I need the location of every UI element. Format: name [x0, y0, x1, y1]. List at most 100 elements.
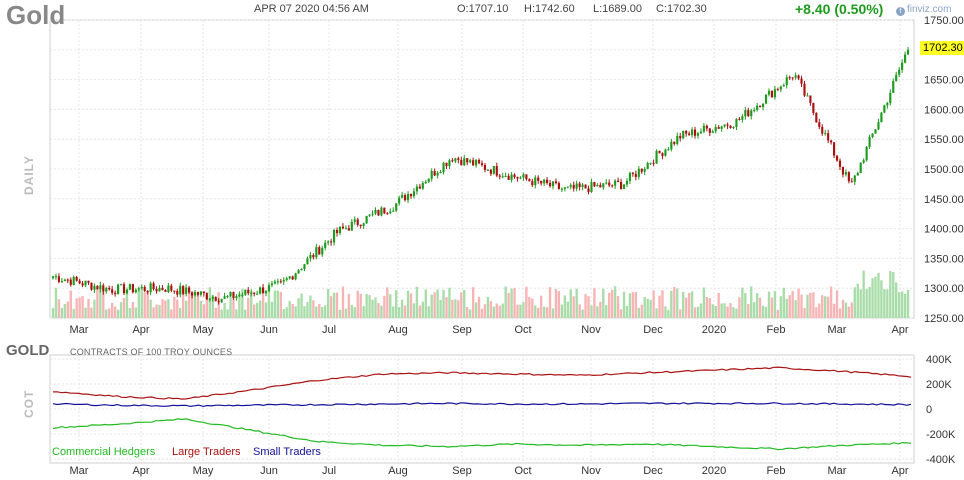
volume-bar: [575, 288, 578, 318]
candle-body: [540, 180, 543, 184]
candle-body: [338, 226, 342, 233]
volume-bar: [250, 291, 253, 318]
candle-body: [578, 183, 581, 187]
volume-bar: [321, 307, 324, 318]
candle-body: [264, 291, 268, 294]
volume-bar: [451, 299, 454, 318]
volume-bar: [341, 286, 345, 318]
volume-bar: [850, 302, 854, 318]
candle-body: [634, 173, 637, 177]
candle-body: [693, 129, 697, 136]
price-y-tick: 1550.00: [924, 134, 964, 146]
candle-body: [149, 283, 152, 293]
price-x-tick: Aug: [388, 324, 408, 336]
candle-body: [131, 284, 134, 293]
candle-body: [504, 176, 507, 178]
volume-bar: [847, 306, 851, 318]
volume-bar: [173, 296, 176, 318]
volume-bar: [81, 295, 84, 318]
volume-bar: [184, 300, 188, 318]
candle-body: [261, 287, 265, 294]
candle-body: [516, 177, 519, 179]
volume-bar: [102, 291, 105, 318]
candle-body: [531, 181, 534, 186]
volume-bar: [590, 305, 593, 318]
volume-bar: [841, 299, 845, 318]
finviz-logo[interactable]: f finviz.com: [896, 4, 951, 16]
candle-body: [764, 94, 768, 104]
volume-bar: [477, 296, 481, 318]
candle-body: [513, 174, 516, 178]
volume-bar: [460, 292, 463, 318]
volume-bar: [507, 292, 510, 318]
volume-bar: [152, 307, 155, 318]
candle-body: [525, 174, 528, 180]
candle-body: [276, 281, 279, 283]
candle-body: [797, 75, 800, 79]
volume-bar: [134, 307, 138, 318]
candle-body: [835, 155, 839, 161]
candle-body: [652, 162, 655, 164]
candle-body: [788, 77, 791, 79]
candle-body: [735, 118, 738, 127]
cot-subtitle: CONTRACTS OF 100 TROY OUNCES: [70, 347, 233, 357]
volume-bar: [782, 287, 785, 318]
price-x-tick: Oct: [514, 324, 531, 336]
cot-y-tick: 200K: [926, 379, 952, 391]
volume-bar: [486, 296, 490, 318]
candle-body: [211, 296, 214, 299]
candle-body: [782, 85, 785, 87]
volume-bar: [291, 303, 294, 318]
volume-bar: [329, 296, 333, 318]
volume-bar: [584, 294, 587, 318]
volume-bar: [613, 286, 617, 318]
volume-bar: [705, 297, 709, 318]
volume-bar: [800, 294, 803, 318]
volume-bar: [578, 304, 581, 318]
candle-body: [832, 142, 836, 156]
volume-bar: [525, 286, 528, 318]
price-x-tick: Mar: [70, 324, 89, 336]
candle-body: [729, 125, 732, 129]
volume-bar: [108, 308, 111, 318]
candle-body: [605, 182, 608, 184]
volume-bar: [430, 294, 433, 318]
candle-body: [401, 195, 404, 198]
candle-body: [386, 213, 389, 215]
volume-bar: [241, 288, 244, 318]
candle-body: [877, 122, 880, 130]
legend-large-traders: Large Traders: [172, 446, 241, 458]
candle-body: [676, 135, 679, 144]
volume-bar: [489, 301, 493, 318]
volume-bar: [140, 288, 143, 318]
candle-body: [406, 193, 410, 201]
volume-bar: [516, 304, 519, 318]
candle-body: [631, 172, 634, 174]
candle-body: [785, 77, 788, 86]
candle-body: [614, 180, 617, 186]
candle-body: [282, 279, 285, 282]
volume-bar: [602, 288, 605, 318]
high-price: H:1742.60: [524, 3, 575, 15]
volume-bar: [258, 300, 262, 318]
candle-body: [140, 286, 143, 289]
volume-bar: [673, 286, 676, 318]
volume-bar: [856, 283, 859, 318]
volume-bar: [599, 301, 602, 318]
candle-body: [747, 110, 750, 117]
volume-bar: [818, 303, 821, 318]
volume-bar: [634, 292, 638, 318]
volume-bar: [717, 293, 720, 318]
candle-body: [309, 255, 312, 259]
candle-body: [72, 276, 75, 285]
volume-bar: [812, 292, 815, 318]
candle-body: [395, 203, 398, 211]
candle-body: [546, 179, 549, 184]
volume-bar: [877, 272, 880, 318]
candle-body: [554, 181, 558, 184]
volume-bar: [306, 302, 309, 318]
legend-small-traders: Small Traders: [253, 446, 321, 458]
candle-body: [862, 160, 865, 163]
volume-bar: [324, 305, 327, 318]
candle-body: [886, 102, 889, 106]
